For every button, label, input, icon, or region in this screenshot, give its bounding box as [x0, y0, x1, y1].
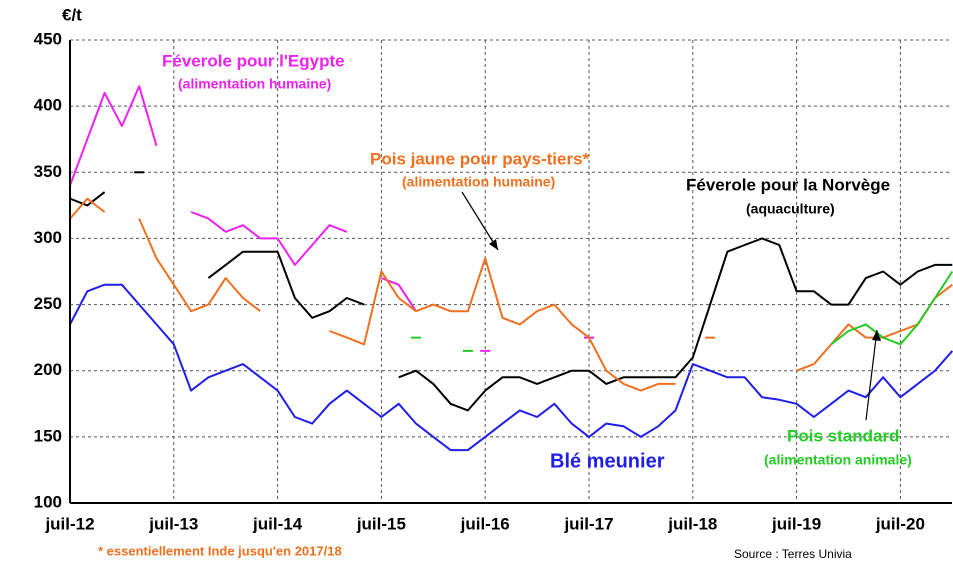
x-tick-label: juil-20	[875, 514, 925, 533]
annotation: Féverole pour la Norvège	[686, 175, 890, 194]
x-tick-label: juil-14	[252, 514, 303, 533]
series-line	[830, 270, 953, 346]
y-tick-label: 150	[34, 426, 62, 445]
annotation: (alimentation humaine)	[402, 174, 555, 190]
annotation: (alimentation humaine)	[178, 76, 331, 92]
y-tick-label: 200	[34, 360, 62, 379]
arrow	[461, 191, 499, 251]
plot-area	[69, 39, 953, 503]
series-line	[69, 283, 953, 452]
series-line	[70, 86, 589, 337]
x-tick-label: juil-12	[44, 514, 94, 533]
x-tick-label: juil-17	[563, 514, 613, 533]
annotation: Pois standard	[787, 426, 899, 445]
y-tick-label: 400	[34, 96, 62, 115]
annotation: Blé meunier	[550, 450, 665, 472]
y-tick-label: 250	[34, 294, 62, 313]
annotation: (alimentation animale)	[764, 452, 912, 468]
x-tick-label: juil-13	[148, 514, 198, 533]
arrow	[865, 329, 878, 421]
x-tick-label: juil-16	[460, 514, 510, 533]
x-tick-label: juil-18	[667, 514, 717, 533]
y-tick-label: 300	[34, 228, 62, 247]
y-tick-label: 350	[34, 162, 62, 181]
arrow-head	[489, 239, 498, 250]
x-tick-label: juil-19	[771, 514, 821, 533]
source: Source : Terres Univia	[734, 547, 852, 561]
series-line	[69, 191, 953, 412]
annotation: Féverole pour l'Egypte	[162, 51, 345, 70]
y-tick-label: 450	[34, 29, 62, 48]
footnote: * essentiellement Inde jusqu'en 2017/18	[98, 543, 342, 558]
x-tick-label: juil-15	[356, 514, 406, 533]
series-line	[69, 197, 953, 392]
annotation: Pois jaune pour pays-tiers*	[370, 149, 590, 168]
annotation: (aquaculture)	[746, 201, 835, 217]
y-axis-label: €/t	[62, 5, 82, 24]
arrow-head	[872, 330, 881, 341]
y-tick-label: 100	[34, 492, 62, 511]
